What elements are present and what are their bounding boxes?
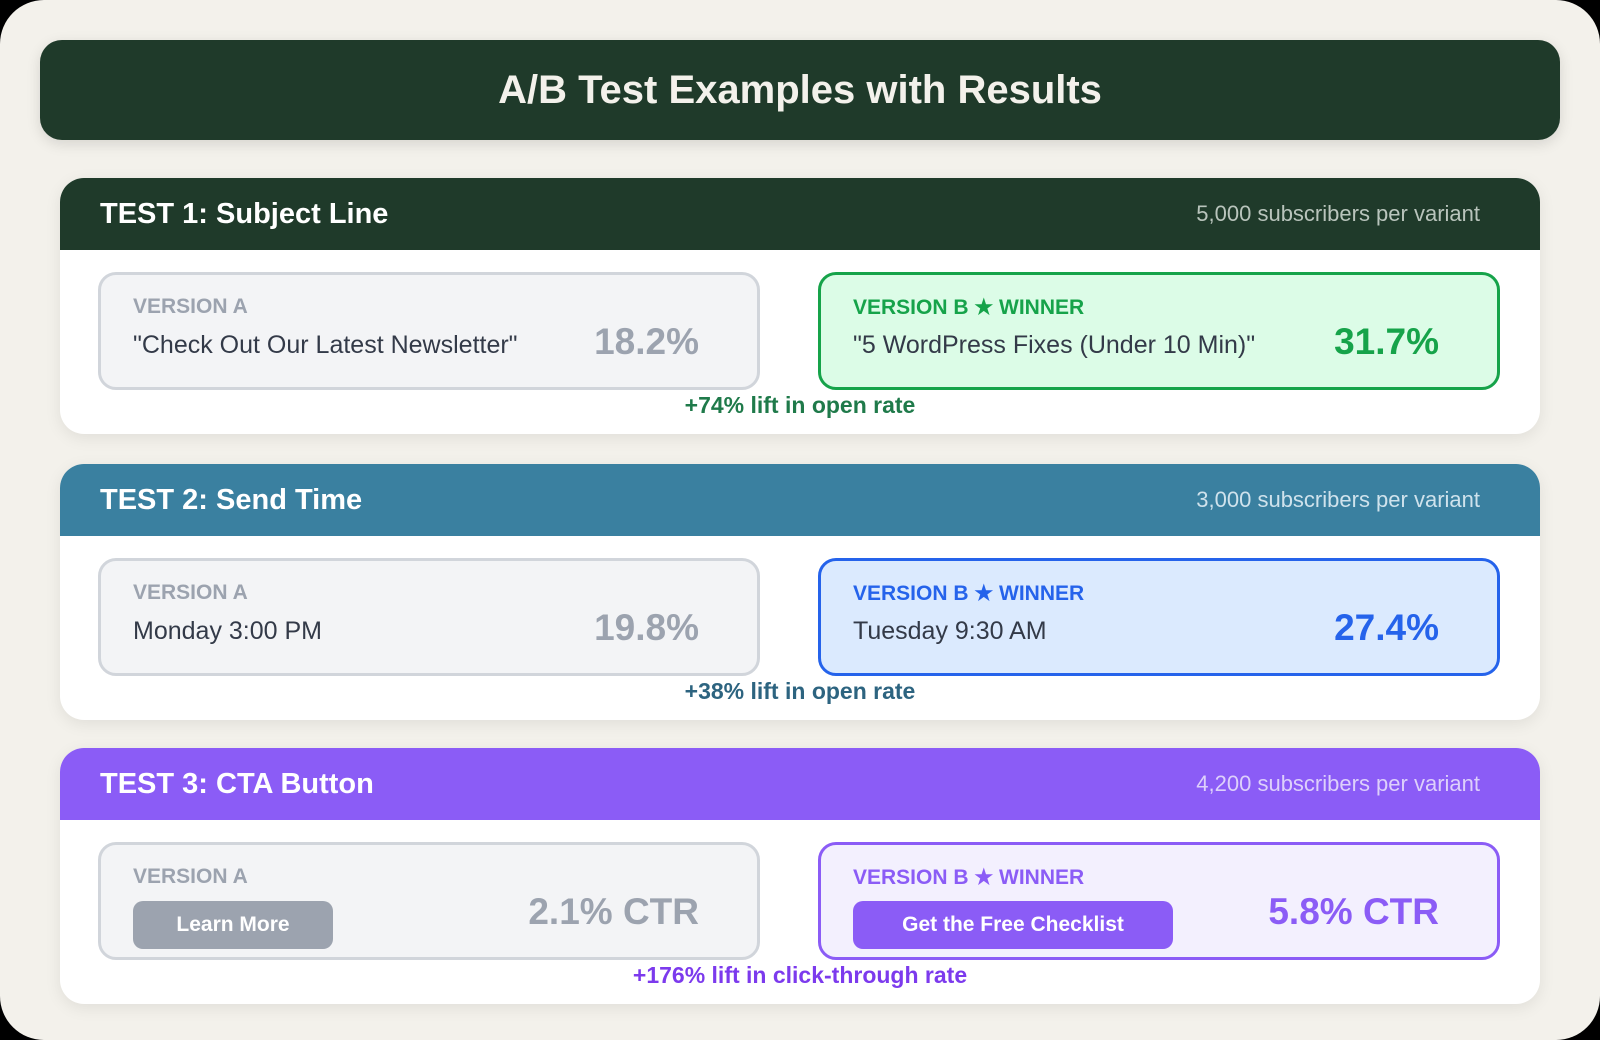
title-bar: A/B Test Examples with Results <box>40 40 1560 140</box>
lift-summary: +38% lift in open rate <box>684 678 916 704</box>
get-free-checklist-button[interactable]: Get the Free Checklist <box>853 901 1173 949</box>
test-name: TEST 1: Subject Line <box>100 197 389 230</box>
test-card-cta-button: TEST 3: CTA Button 4,200 subscribers per… <box>60 748 1540 1004</box>
test-audience: 3,000 subscribers per variant <box>1196 487 1480 512</box>
version-a-label: VERSION A <box>133 865 248 888</box>
version-b-label: VERSION B ★ WINNER <box>853 296 1085 319</box>
version-a-label: VERSION A <box>133 581 248 604</box>
test-card-send-time: TEST 2: Send Time 3,000 subscribers per … <box>60 464 1540 720</box>
version-b-result: 27.4% <box>1334 607 1439 648</box>
version-b-winner-panel: VERSION B ★ WINNER "5 WordPress Fixes (U… <box>818 272 1500 390</box>
version-b-content: "5 WordPress Fixes (Under 10 Min)" <box>853 331 1256 359</box>
version-a-content: Monday 3:00 PM <box>133 617 322 645</box>
version-a-result: 19.8% <box>594 607 699 648</box>
test-name: TEST 3: CTA Button <box>100 767 374 800</box>
version-a-result: 2.1% CTR <box>528 891 699 932</box>
version-a-panel: VERSION A Monday 3:00 PM 19.8% <box>98 558 760 676</box>
page-title: A/B Test Examples with Results <box>498 67 1102 112</box>
lift-summary: +74% lift in open rate <box>684 392 916 418</box>
version-b-winner-panel: VERSION B ★ WINNER Tuesday 9:30 AM 27.4% <box>818 558 1500 676</box>
version-b-content: Tuesday 9:30 AM <box>853 617 1047 645</box>
version-b-result: 31.7% <box>1334 321 1439 362</box>
test-name: TEST 2: Send Time <box>100 483 363 516</box>
test-card-subject-line: TEST 1: Subject Line 5,000 subscribers p… <box>60 178 1540 434</box>
version-a-panel: VERSION A "Check Out Our Latest Newslett… <box>98 272 760 390</box>
version-b-result: 5.8% CTR <box>1268 891 1439 932</box>
version-a-result: 18.2% <box>594 321 699 362</box>
version-b-label: VERSION B ★ WINNER <box>853 582 1085 605</box>
test-header: TEST 2: Send Time 3,000 subscribers per … <box>60 464 1540 536</box>
test-audience: 4,200 subscribers per variant <box>1196 771 1480 796</box>
version-a-label: VERSION A <box>133 295 248 318</box>
learn-more-button[interactable]: Learn More <box>133 901 333 949</box>
test-header: TEST 1: Subject Line 5,000 subscribers p… <box>60 178 1540 250</box>
test-header: TEST 3: CTA Button 4,200 subscribers per… <box>60 748 1540 820</box>
test-audience: 5,000 subscribers per variant <box>1196 201 1480 226</box>
lift-summary: +176% lift in click-through rate <box>632 962 968 988</box>
version-b-label: VERSION B ★ WINNER <box>853 866 1085 889</box>
version-a-content: "Check Out Our Latest Newsletter" <box>133 331 518 359</box>
version-a-panel: VERSION A Learn More 2.1% CTR <box>98 842 760 960</box>
version-b-winner-panel: VERSION B ★ WINNER Get the Free Checklis… <box>818 842 1500 960</box>
